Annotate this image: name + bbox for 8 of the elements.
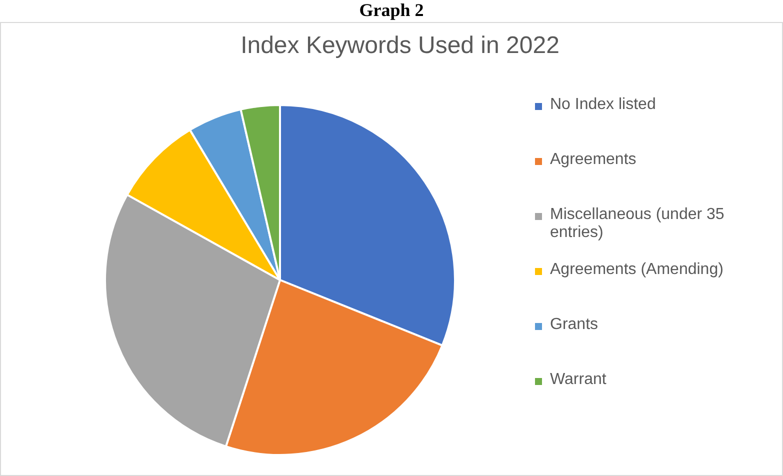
legend-label: No Index listed bbox=[550, 96, 656, 114]
legend-label: Agreements (Amending) bbox=[550, 261, 724, 279]
legend-label: Grants bbox=[550, 316, 598, 334]
caption: Graph 2 bbox=[358, 0, 425, 21]
chart-title: Index Keywords Used in 2022 bbox=[240, 32, 560, 60]
legend-label: Agreements bbox=[550, 151, 636, 169]
legend-label: Warrant bbox=[550, 371, 606, 389]
legend-label: Miscellaneous (under 35 entries) bbox=[550, 206, 726, 242]
